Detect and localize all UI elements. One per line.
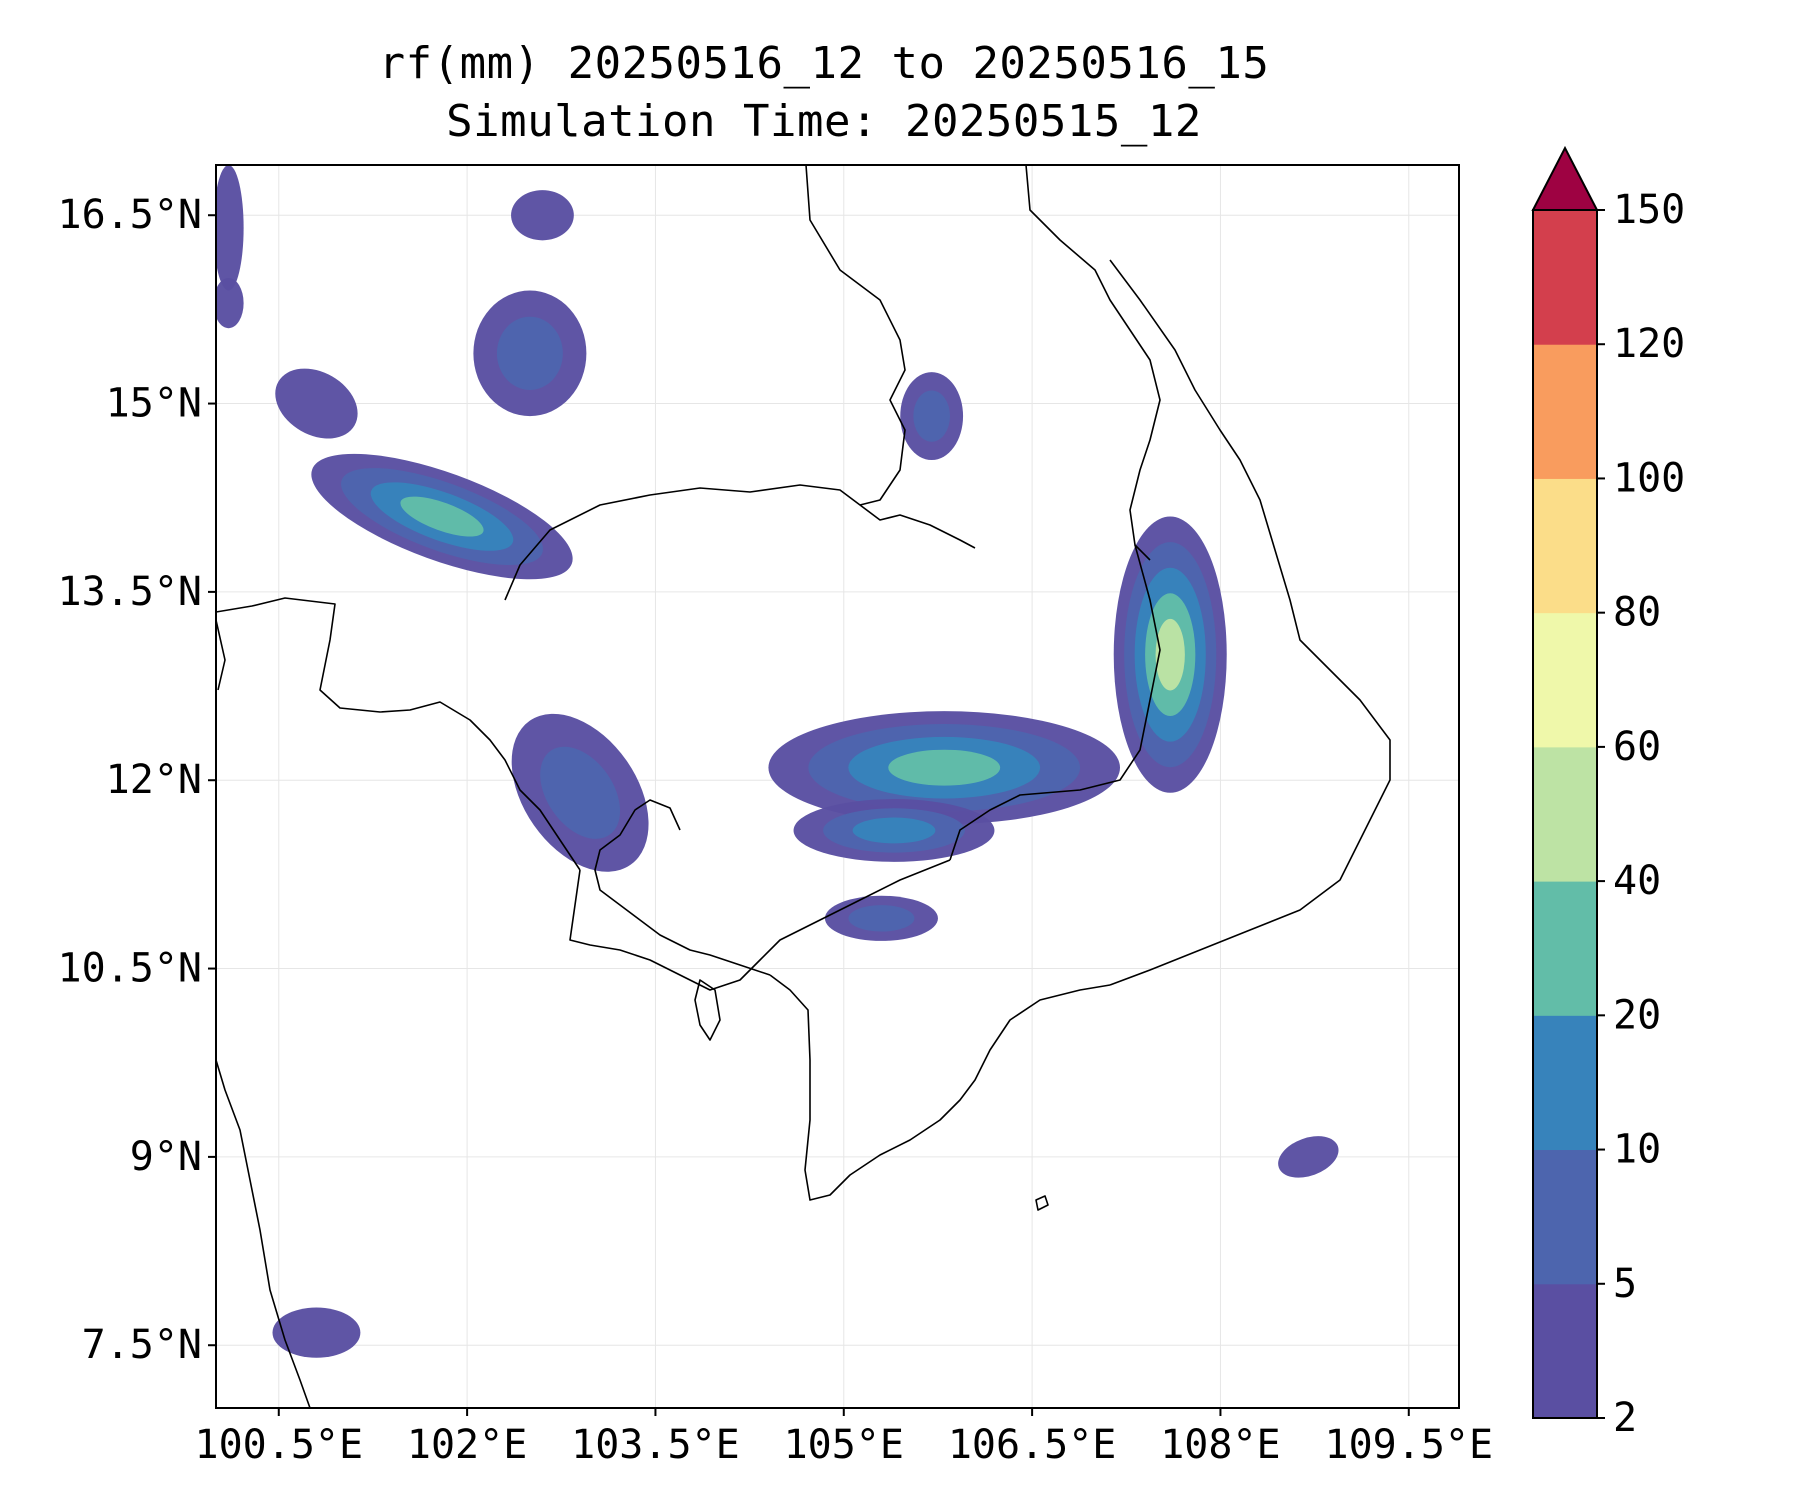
- lon-tick-label: 106.5°E: [948, 1422, 1117, 1468]
- lat-tick-label: 10.5°N: [58, 946, 203, 992]
- rain-cell-11: [824, 895, 938, 941]
- rain-level-1: [540, 746, 621, 839]
- rain-cell-6: [900, 372, 964, 461]
- colorbar-tick-label: 5: [1613, 1261, 1637, 1307]
- colorbar-segment-0: [1533, 1283, 1597, 1419]
- rain-cell-0: [311, 453, 573, 580]
- rain-cell-7: [1113, 516, 1227, 793]
- latitude-axis: 7.5°N 9°N 10.5°N 12°N 13.5°N 15°N 16.5°N: [58, 192, 216, 1368]
- rain-level-0: [216, 165, 244, 291]
- coastlines-and-borders: [216, 165, 1391, 1408]
- rain-level-0: [1278, 1136, 1339, 1178]
- colorbar-segment-1: [1533, 1149, 1597, 1285]
- rain-cell-2: [511, 190, 574, 241]
- coast-vietnam-east: [1109, 259, 1391, 986]
- lon-tick-label: 109.5°E: [1324, 1422, 1493, 1468]
- coast-thailand-gulf: [216, 1059, 311, 1408]
- lat-tick-label: 7.5°N: [82, 1322, 202, 1368]
- colorbar: 2 5 10 20 40 60 80 100 120 150: [1531, 145, 1685, 1441]
- rain-level-2: [852, 817, 936, 844]
- colorbar-extend-arrow: [1531, 145, 1599, 211]
- rain-level-1: [848, 905, 915, 932]
- border-thailand-cambodia: [216, 597, 581, 871]
- rain-cell-9: [793, 799, 995, 862]
- colorbar-tick-label: 2: [1613, 1395, 1637, 1441]
- rain-cell-1: [473, 290, 587, 417]
- lat-tick-label: 16.5°N: [58, 192, 203, 238]
- lat-tick-label: 15°N: [106, 381, 202, 427]
- lon-tick-label: 108°E: [1160, 1422, 1280, 1468]
- island-phu-quoc: [694, 979, 721, 1041]
- border-cambodia-north: [504, 484, 976, 601]
- plot-frame: [215, 164, 1460, 1409]
- colorbar-tick-label: 150: [1613, 187, 1685, 233]
- colorbar-segment-4: [1533, 746, 1597, 882]
- rain-cell-10: [511, 713, 649, 872]
- lat-tick-label: 12°N: [106, 757, 202, 803]
- lon-tick-label: 100.5°E: [194, 1422, 363, 1468]
- border-vietnam-cambodia-east: [949, 544, 1161, 861]
- colorbar-tick-label: 100: [1613, 455, 1685, 501]
- colorbar-segment-2: [1533, 1015, 1597, 1151]
- colorbar-tick-label: 80: [1613, 590, 1661, 636]
- border-laos: [805, 165, 906, 506]
- colorbar-segment-8: [1533, 210, 1597, 345]
- rain-level-0: [511, 190, 574, 241]
- colorbar-frame: [1532, 209, 1598, 1419]
- rain-level-1: [913, 390, 950, 442]
- plot-title-line2: Simulation Time: 20250515_12: [446, 96, 1202, 147]
- island-con-son: [1035, 1195, 1049, 1211]
- colorbar-tick-label: 10: [1613, 1127, 1661, 1173]
- rain-level-3: [400, 496, 484, 537]
- rain-level-0: [275, 368, 358, 439]
- colorbar-tick-label: 60: [1613, 724, 1661, 770]
- lat-tick-label: 9°N: [130, 1134, 202, 1180]
- rain-level-1: [496, 316, 563, 390]
- rain-level-4: [1155, 618, 1185, 691]
- border-cambodia-vietnam-south: [569, 859, 951, 991]
- lon-tick-label: 103.5°E: [571, 1422, 740, 1468]
- rain-cell-13: [272, 1307, 361, 1358]
- colorbar-tick-label: 20: [1613, 992, 1661, 1038]
- lon-tick-label: 102°E: [407, 1422, 527, 1468]
- plot-title-line1: rf(mm) 20250516_12 to 20250516_15: [378, 38, 1270, 89]
- longitude-axis: 100.5°E 102°E 103.5°E 105°E 106.5°E 108°E 109.…: [194, 1408, 1493, 1468]
- colorbar-segment-3: [1533, 881, 1597, 1016]
- rain-cell-4: [216, 278, 244, 329]
- colorbar-tick-label: 40: [1613, 858, 1661, 904]
- border-laos-vietnam: [1025, 165, 1161, 561]
- lon-tick-label: 105°E: [784, 1422, 904, 1468]
- rain-cell-5: [275, 368, 358, 439]
- rain-level-0: [216, 278, 244, 329]
- rainfall-contours: [216, 165, 1339, 1358]
- rain-cell-8: [768, 711, 1120, 825]
- rain-cell-12: [1278, 1136, 1339, 1178]
- coast-cambodia-gulf: [594, 799, 771, 976]
- colorbar-segment-5: [1533, 612, 1597, 748]
- colorbar-segment-6: [1533, 478, 1597, 614]
- colorbar-tick-label: 120: [1613, 321, 1685, 367]
- rain-level-0: [272, 1307, 361, 1358]
- lat-tick-label: 13.5°N: [58, 569, 203, 615]
- coast-thailand-upper: [216, 619, 226, 691]
- colorbar-segment-7: [1533, 344, 1597, 479]
- coast-mekong-delta: [769, 974, 1111, 1201]
- rain-cell-3: [216, 165, 244, 291]
- rain-level-3: [888, 749, 1001, 786]
